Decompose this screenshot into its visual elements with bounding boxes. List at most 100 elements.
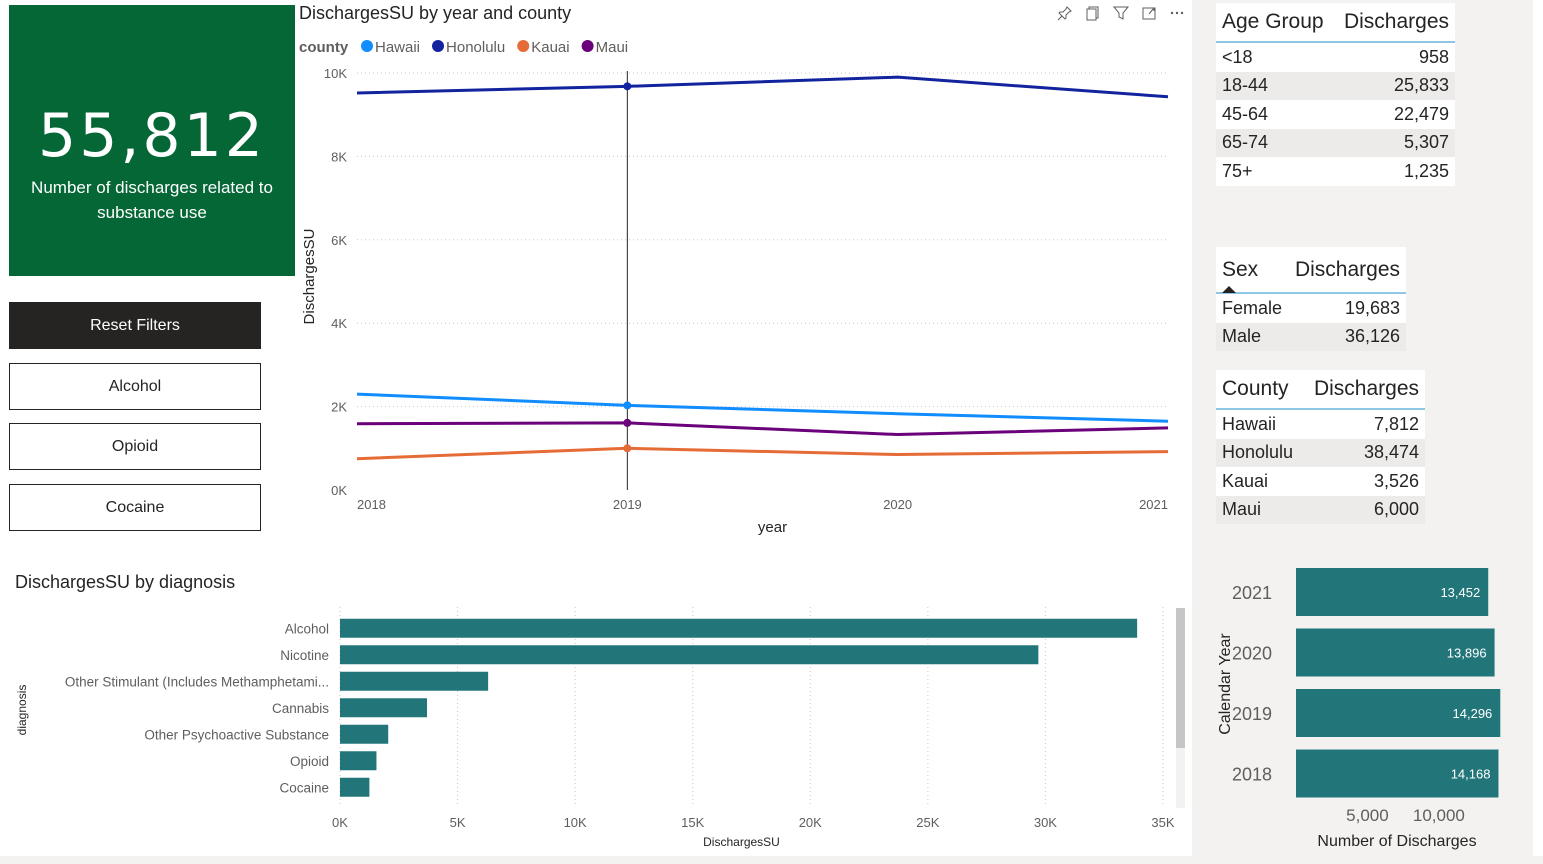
sex-table-row-value: 36,126 — [1344, 326, 1400, 347]
year-bar[interactable] — [1296, 749, 1499, 798]
x-tick-label: 2018 — [357, 497, 386, 512]
cocaine-filter-button[interactable]: Cocaine — [9, 484, 261, 531]
age-table-row-label: 18-44 — [1222, 75, 1269, 96]
opioid-filter-button[interactable]: Opioid — [9, 423, 261, 470]
reset-filters-button[interactable]: Reset Filters — [9, 302, 261, 349]
age-table-row-label: <18 — [1222, 46, 1253, 67]
y-axis-title: DischargesSU — [301, 229, 318, 325]
legend-item[interactable]: Honolulu — [446, 39, 505, 56]
diagnosis-bar[interactable] — [340, 645, 1039, 665]
legend-item[interactable]: Maui — [596, 39, 629, 56]
county-table-row[interactable]: Maui 6,000 — [1216, 495, 1425, 524]
legend-title: county — [299, 39, 349, 56]
diagnosis-bar[interactable] — [340, 698, 428, 718]
year-label: 2020 — [1232, 644, 1272, 664]
y-tick-label: 10K — [324, 66, 347, 81]
county-table-row[interactable]: Kauai 3,526 — [1216, 467, 1425, 496]
x-tick-label: 30K — [1034, 815, 1057, 830]
age-table-row[interactable]: <18 958 — [1216, 43, 1455, 72]
filter-icon[interactable] — [1112, 5, 1130, 25]
year-label: 2018 — [1232, 765, 1272, 785]
kpi-card: 55,812 Number of discharges related to s… — [9, 5, 295, 276]
x-tick-label: 20K — [799, 815, 822, 830]
bar-data-label: 14,296 — [1453, 706, 1493, 721]
sort-ascending-icon — [1222, 285, 1236, 293]
age-table-row[interactable]: 45-64 22,479 — [1216, 100, 1455, 129]
series-line-hawaii[interactable] — [356, 392, 1169, 423]
more-options-icon[interactable] — [1169, 5, 1185, 25]
diagnosis-bar-chart[interactable]: 0K 5K 10K 15K 20K 25K 30K 35K Alcohol Nicotine Oth… — [0, 600, 1190, 856]
focus-mode-icon[interactable] — [1141, 5, 1157, 25]
age-table-row-value: 958 — [1418, 46, 1449, 67]
age-table-row-value: 1,235 — [1403, 160, 1449, 181]
x-axis-title: year — [758, 519, 787, 536]
legend-marker — [361, 40, 373, 52]
x-tick-label: 15K — [681, 815, 704, 830]
x-tick-label: 10K — [564, 815, 587, 830]
series-line-honolulu[interactable] — [356, 75, 1169, 99]
bar-data-label: 14,168 — [1451, 767, 1491, 782]
visual-header-icons — [1057, 5, 1185, 25]
category-label: Alcohol — [285, 621, 329, 636]
kpi-value: 55,812 — [38, 101, 266, 171]
diagnosis-bar[interactable] — [340, 671, 489, 691]
age-table-header[interactable]: Age Group Discharges — [1216, 3, 1455, 43]
y-tick-label: 4K — [331, 316, 347, 331]
county-table-row[interactable]: Hawaii 7,812 — [1216, 410, 1425, 439]
x-tick-label: 5K — [450, 815, 466, 830]
series-point[interactable] — [623, 444, 632, 453]
diagnosis-bar[interactable] — [340, 724, 389, 744]
alcohol-filter-button[interactable]: Alcohol — [9, 363, 261, 410]
age-table-row-label: 75+ — [1222, 160, 1253, 181]
age-table-row[interactable]: 65-74 5,307 — [1216, 128, 1455, 157]
year-label: 2021 — [1232, 583, 1272, 603]
age-table-row[interactable]: 18-44 25,833 — [1216, 71, 1455, 100]
county-table-row[interactable]: Honolulu 38,474 — [1216, 438, 1425, 467]
bar-chart-title: DischargesSU by diagnosis — [15, 572, 236, 592]
category-label: Nicotine — [280, 648, 329, 663]
y-tick-label: 0K — [331, 483, 347, 498]
y-tick-label: 2K — [331, 400, 347, 415]
legend-item[interactable]: Hawaii — [375, 39, 420, 56]
copy-icon[interactable] — [1085, 5, 1101, 25]
county-table-row-value: 6,000 — [1373, 499, 1419, 520]
diagnosis-bar[interactable] — [340, 777, 370, 797]
y-axis-title: Calendar Year — [1217, 633, 1234, 735]
x-tick-label: 0K — [332, 815, 348, 830]
county-table-header[interactable]: County Discharges — [1216, 370, 1425, 410]
series-point[interactable] — [623, 82, 632, 91]
line-chart[interactable]: county Hawaii Honolulu Kauai Maui 0K 2K 4K 6K 8K 1… — [295, 30, 1190, 550]
year-bar[interactable] — [1296, 689, 1501, 737]
age-table-row[interactable]: 75+ 1,235 — [1216, 157, 1455, 186]
calendar-year-bar-chart[interactable]: 2021 13,452 2020 13,896 2019 14,296 2018 14,168… — [1192, 556, 1533, 856]
age-table-row-value: 22,479 — [1393, 103, 1449, 124]
bar-data-label: 13,452 — [1440, 585, 1480, 600]
diagnosis-bar[interactable] — [340, 751, 377, 771]
series-line-kauai[interactable] — [356, 446, 1169, 461]
county-table-row-value: 7,812 — [1373, 413, 1419, 434]
x-tick-label: 2020 — [883, 497, 912, 512]
year-bar[interactable] — [1296, 628, 1495, 677]
legend-item[interactable]: Kauai — [531, 39, 569, 56]
sex-table-row[interactable]: Male 36,126 — [1216, 322, 1406, 351]
sex-table-header[interactable]: Sex Discharges — [1216, 247, 1406, 294]
x-tick-label: 25K — [916, 815, 939, 830]
sex-table-row[interactable]: Female 19,683 — [1216, 294, 1406, 323]
county-table-row-label: Honolulu — [1222, 442, 1294, 463]
x-tick-label: 2019 — [613, 497, 642, 512]
sex-table: Sex Discharges Female 19,683 Male 36,126 — [1216, 247, 1406, 351]
x-axis-title: Number of Discharges — [1317, 833, 1476, 850]
series-line-maui[interactable] — [356, 421, 1169, 437]
sex-table-row-label: Female — [1222, 297, 1283, 318]
legend[interactable]: county Hawaii Honolulu Kauai Maui — [299, 39, 628, 56]
x-tick-label: 35K — [1151, 815, 1174, 830]
county-table: County Discharges Hawaii 7,812 Honolulu 38,… — [1216, 370, 1425, 524]
series-point[interactable] — [623, 418, 632, 427]
bar-data-label: 13,896 — [1447, 646, 1487, 661]
series-point[interactable] — [623, 401, 632, 410]
scrollbar-thumb[interactable] — [1176, 608, 1185, 748]
diagnosis-bar[interactable] — [340, 618, 1138, 638]
pin-icon[interactable] — [1057, 5, 1073, 25]
age-table-row-value: 25,833 — [1393, 75, 1449, 96]
year-bar[interactable] — [1296, 568, 1489, 616]
